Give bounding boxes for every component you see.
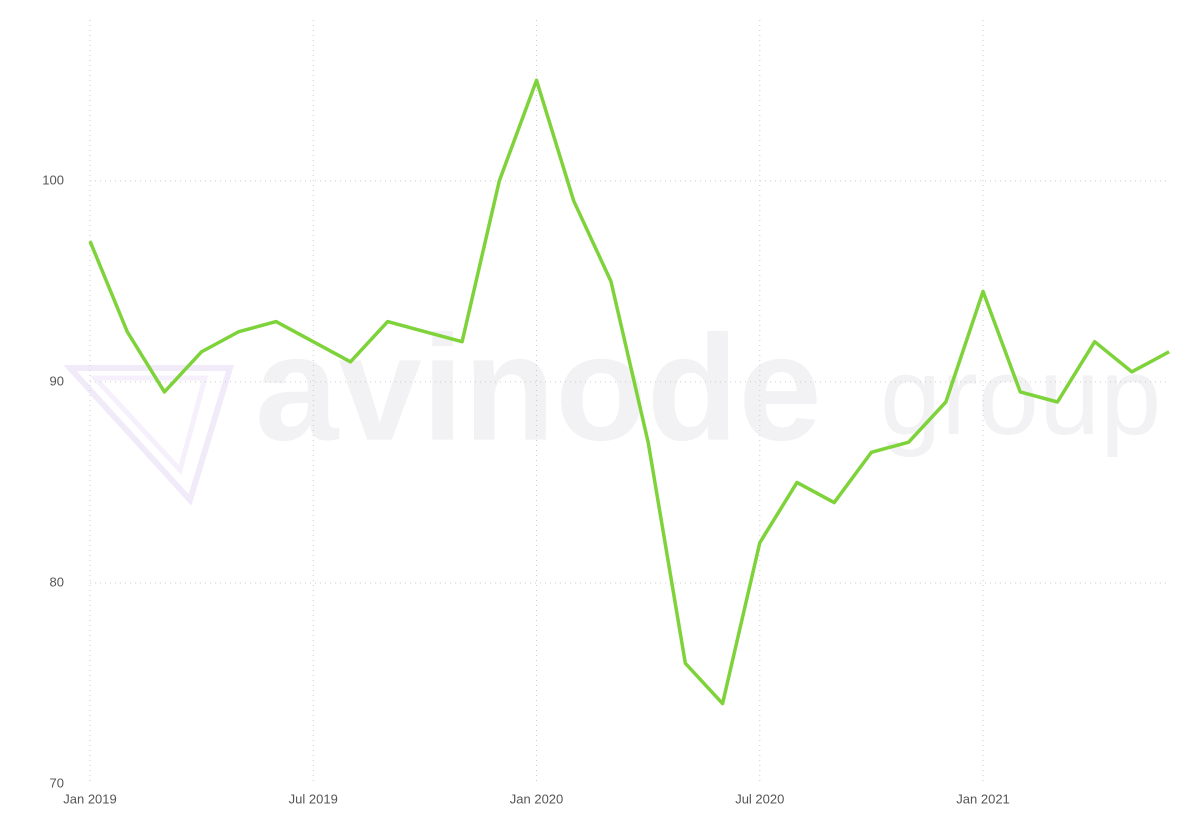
watermark: avinode bbox=[255, 304, 822, 472]
y-tick-label: 70 bbox=[50, 775, 64, 790]
y-tick-label: 100 bbox=[42, 172, 64, 187]
x-tick-label: Jan 2021 bbox=[956, 791, 1010, 806]
watermark: group bbox=[880, 335, 1161, 458]
y-tick-label: 90 bbox=[50, 373, 64, 388]
x-tick-label: Jan 2019 bbox=[63, 791, 117, 806]
line bbox=[88, 78, 1170, 706]
x-tick-label: Jul 2020 bbox=[735, 791, 784, 806]
x-tick-label: Jul 2019 bbox=[289, 791, 338, 806]
watermark-logo bbox=[63, 365, 235, 506]
y-tick-label: 80 bbox=[50, 574, 64, 589]
x-tick-label: Jan 2020 bbox=[510, 791, 564, 806]
